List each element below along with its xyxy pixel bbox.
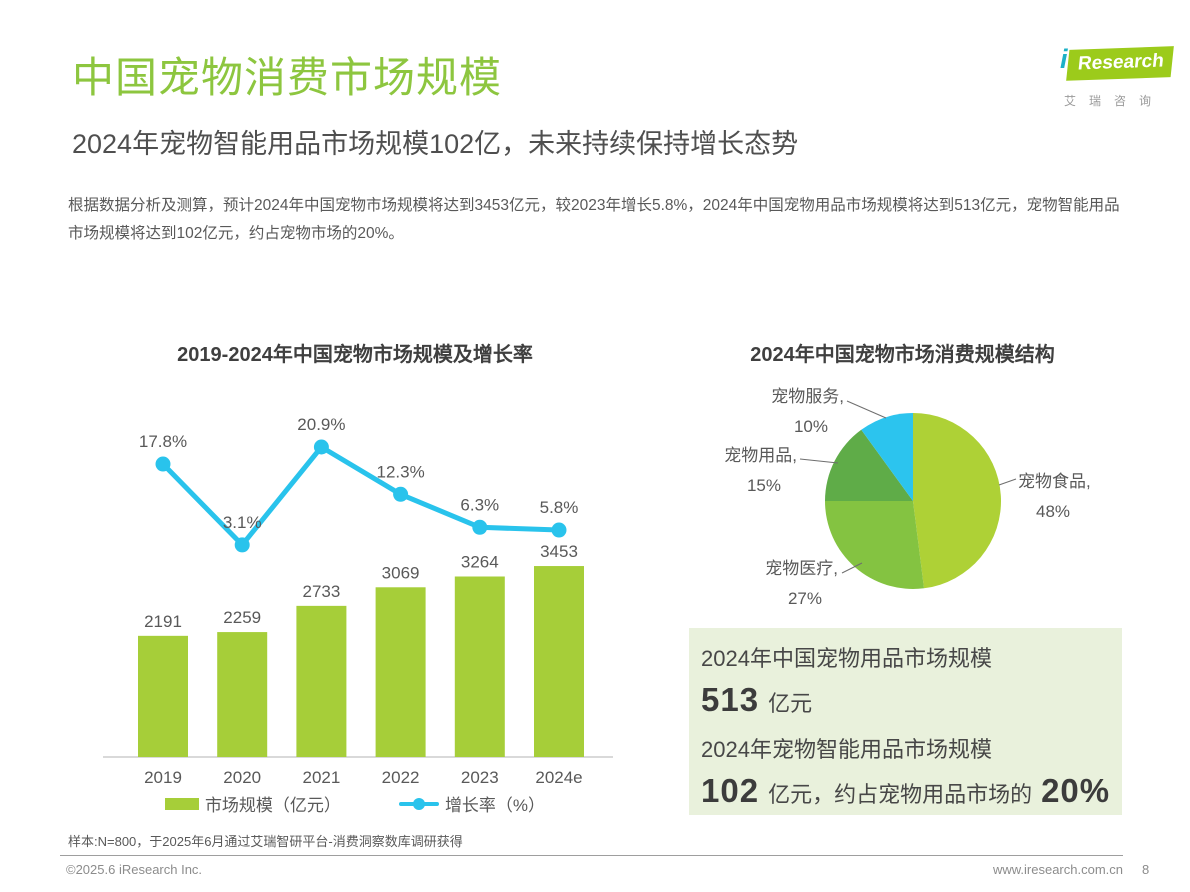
growth-value-label: 6.3% (460, 495, 499, 514)
growth-value-label: 5.8% (540, 498, 579, 517)
highlight-unit-1: 亿元 (768, 691, 813, 716)
pie-label-food: 宠物食品, (1018, 472, 1091, 491)
growth-value-label: 3.1% (223, 513, 262, 532)
pie-value-supplies: 15% (746, 476, 781, 495)
highlight-value-row-1: 513 亿元 (701, 681, 1122, 719)
iresearch-logo: i Research 艾瑞咨询 (1058, 44, 1174, 109)
x-tick-label: 2019 (144, 768, 182, 787)
combo-chart-legend: 市场规模（亿元） 增长率（%） (85, 791, 625, 816)
bar-2021 (296, 605, 347, 757)
growth-value-label: 17.8% (139, 432, 187, 451)
line-legend-swatch-icon (398, 797, 439, 810)
pie-value-food: 48% (1036, 502, 1071, 521)
line-legend-dot-icon (412, 797, 425, 810)
bar-value-label: 2733 (302, 582, 340, 601)
footer-page-number: 8 (1142, 862, 1150, 877)
growth-value-label: 20.9% (297, 415, 345, 434)
x-tick-label: 2021 (302, 768, 340, 787)
highlight-value-513: 513 (701, 681, 760, 718)
intro-paragraph: 根据数据分析及测算，预计2024年中国宠物市场规模将达到3453亿元，较2023… (68, 197, 1120, 242)
page-subtitle: 2024年宠物智能用品市场规模102亿，未来持续保持增长态势 (72, 129, 799, 159)
highlight-value-102: 102 (701, 772, 760, 809)
sample-footnote: 样本:N=800，于2025年6月通过艾瑞智研平台-消费洞察数库调研获得 (68, 834, 463, 849)
pie-label-supplies: 宠物用品, (724, 446, 797, 465)
pie-value-medical: 27% (787, 589, 822, 608)
footer-divider (60, 855, 1123, 856)
pie-label-medical: 宠物医疗, (765, 559, 838, 578)
legend-item-line: 增长率（%） (398, 791, 546, 816)
growth-dot (234, 537, 250, 553)
growth-dot (155, 456, 171, 472)
pie-slice (861, 413, 913, 501)
pie-leader-line (799, 458, 839, 464)
bar-2019 (138, 635, 188, 757)
highlight-line-2: 2024年宠物智能用品市场规模 (701, 737, 992, 762)
pie-leader-line (846, 400, 887, 419)
page-title: 中国宠物消费市场规模 (72, 54, 503, 101)
growth-line (160, 444, 562, 548)
highlight-value-row-2: 102 亿元，约占宠物用品市场的 20% (701, 772, 1122, 810)
pie-slice (825, 429, 913, 501)
x-tick-label: 2020 (223, 768, 261, 787)
growth-dot (472, 519, 488, 535)
pie-chart (799, 400, 1017, 589)
footer-website-link[interactable]: www.iresearch.com.cn (992, 862, 1123, 877)
highlight-line-1: 2024年中国宠物用品市场规模 (701, 646, 992, 671)
logo-caption: 艾瑞咨询 (1064, 94, 1165, 108)
x-tick-label: 2023 (461, 768, 499, 787)
bar-2020 (217, 632, 268, 757)
growth-dot (313, 439, 329, 455)
combo-chart: 2191 2019 2259 2020 2733 2021 3069 2022 3264 2023… (103, 415, 613, 787)
pie-value-service: 10% (793, 417, 828, 436)
bar-legend-swatch-icon (164, 797, 199, 810)
highlight-box: 2024年中国宠物用品市场规模 513 亿元 2024年宠物智能用品市场规模 1… (689, 628, 1122, 815)
logo-badge: Research (1066, 46, 1174, 81)
bar-2022 (375, 587, 426, 757)
legend-item-bar: 市场规模（亿元） (164, 791, 341, 816)
bar-value-label: 2191 (144, 612, 182, 631)
combo-chart-title: 2019-2024年中国宠物市场规模及增长率 (177, 344, 533, 366)
bar-2023 (454, 576, 505, 757)
pie-slice (825, 501, 925, 589)
pie-chart-title: 2024年中国宠物市场消费规模结构 (750, 344, 1055, 366)
growth-value-label: 12.3% (376, 462, 424, 481)
logo-i-glyph: i (1060, 44, 1068, 74)
pie-leader-line (998, 478, 1017, 486)
highlight-value-20pct: 20% (1041, 772, 1111, 809)
pie-slice (913, 413, 1002, 589)
bar-value-label: 3453 (540, 542, 578, 561)
pie-label-service: 宠物服务, (771, 387, 844, 406)
bar-legend-label: 市场规模（亿元） (204, 796, 341, 815)
highlight-unit-2: 亿元，约占宠物用品市场的 (768, 782, 1033, 807)
growth-dot (393, 486, 409, 502)
bar-value-label: 3264 (461, 553, 499, 572)
bar-value-label: 2259 (223, 608, 261, 627)
logo-text: Research (1076, 50, 1165, 75)
growth-dot (551, 522, 567, 538)
logo-mark: i Research (1058, 44, 1174, 84)
x-tick-label: 2024e (535, 768, 582, 787)
pie-leader-line (841, 562, 863, 574)
footer-copyright: ©2025.6 iResearch Inc. (66, 862, 203, 877)
bar-2024e (534, 566, 584, 757)
x-tick-label: 2022 (382, 768, 420, 787)
bar-value-label: 3069 (382, 563, 420, 582)
line-legend-label: 增长率（%） (444, 796, 546, 815)
